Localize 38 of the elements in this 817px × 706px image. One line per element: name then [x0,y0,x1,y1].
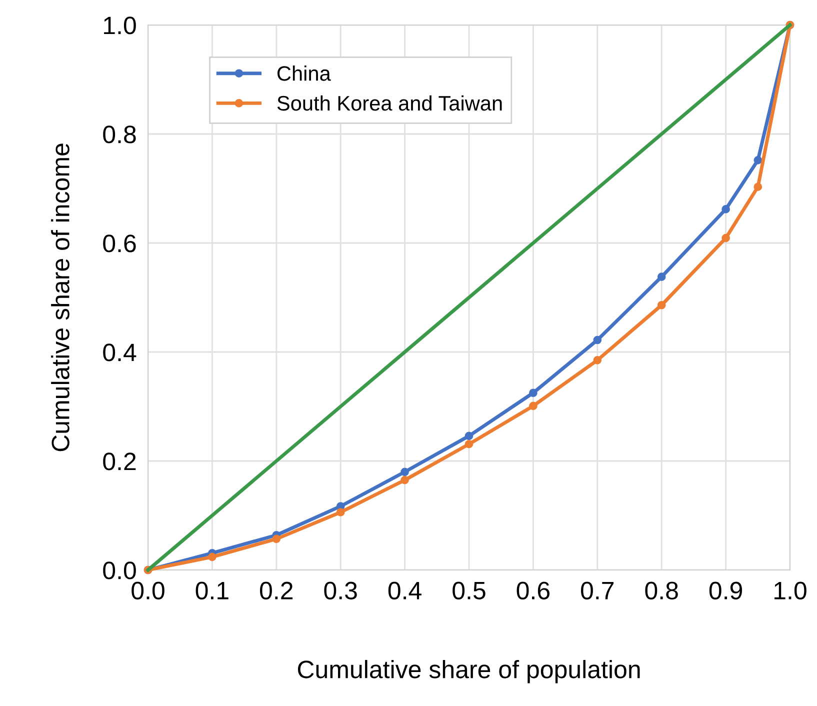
point [272,534,281,544]
point [529,388,538,398]
point [657,300,666,310]
point [464,432,474,440]
x-tick-label: 0.4 [388,582,422,600]
point [722,234,730,242]
point [400,468,409,476]
x-tick-label: 0.6 [516,582,550,600]
point [593,356,602,364]
x-axis-title: Cumulative share of population [298,660,640,684]
y-tick-label: 0.8 [103,126,136,144]
x-tick-label: 1.0 [774,582,806,600]
point [754,156,762,164]
y-tick-label: 1.0 [104,16,136,34]
x-tick-label: 0.8 [645,582,678,600]
legend-label: China [278,66,331,81]
y-tick-label: 0.0 [103,562,136,580]
x-tick-label: 0.9 [709,582,742,600]
x-tick-label: 0.0 [132,582,164,600]
x-tick-label: 0.5 [452,582,486,600]
point [208,552,216,562]
point [529,402,538,410]
point [464,440,474,448]
y-tick-label: 0.2 [103,452,136,470]
y-tick-label: 0.6 [103,234,136,252]
x-tick-label: 0.1 [196,582,228,600]
point [754,182,762,192]
x-tick-label: 0.2 [260,582,293,600]
x-tick-label: 0.7 [581,582,614,600]
point [593,336,602,344]
point [400,476,409,484]
point [657,272,666,281]
point [722,205,730,214]
point [336,508,345,516]
y-tick-label: 0.4 [103,344,136,362]
x-tick-label: 0.3 [324,582,357,600]
legend-label: South Korea and Taiwan [277,95,502,111]
y-axis-title: Cumulative share of income [51,144,70,452]
